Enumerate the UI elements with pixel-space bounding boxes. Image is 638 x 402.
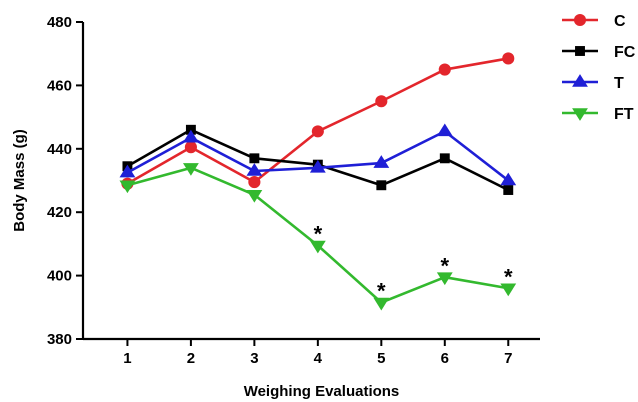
x-axis-title: Weighing Evaluations (244, 383, 400, 400)
legend-label: C (614, 13, 626, 30)
series-t (119, 123, 517, 186)
series-lines (119, 52, 517, 311)
data-point-fc (249, 153, 260, 164)
data-point-t (246, 163, 263, 176)
data-point-ft (436, 272, 453, 286)
data-point-c (184, 141, 197, 154)
y-tick-label: 480 (47, 14, 72, 31)
data-point-t (309, 159, 326, 173)
data-point-t (182, 129, 199, 143)
data-point-fc (439, 153, 450, 164)
y-axis-title: Body Mass (g) (11, 129, 28, 232)
legend-label: FT (614, 106, 634, 123)
data-point-t (500, 172, 517, 186)
data-point-ft (246, 190, 263, 203)
data-point-ft (119, 180, 136, 194)
data-point-ft (373, 297, 390, 311)
data-point-t (119, 164, 136, 178)
legend-label: T (614, 75, 624, 92)
data-point-fc (503, 185, 514, 195)
legend-marker (575, 46, 585, 56)
x-tick-label: 1 (123, 350, 131, 367)
legend-marker (573, 13, 587, 27)
significance-asterisk: * (504, 264, 513, 289)
x-tick-label: 7 (504, 350, 512, 367)
y-tick-label: 440 (47, 141, 72, 158)
legend-item-fc: FC (562, 44, 636, 61)
series-ft (119, 163, 517, 311)
y-tick-label: 420 (47, 204, 72, 221)
significance-asterisk: * (377, 279, 386, 304)
data-point-t (373, 155, 390, 168)
legend-item-t: T (562, 74, 624, 92)
data-point-c (502, 52, 515, 65)
significance-asterisk: * (314, 222, 323, 247)
data-point-c (375, 95, 388, 108)
data-point-ft (182, 163, 199, 176)
significance-asterisk: * (441, 253, 450, 278)
y-tick-label: 400 (47, 268, 72, 285)
series-line-t (126, 130, 510, 182)
legend: C FC T FT (562, 13, 636, 123)
x-tick-label: 3 (250, 350, 258, 367)
data-point-c (438, 63, 451, 76)
x-tick-label: 2 (187, 350, 195, 367)
data-point-ft (500, 283, 517, 297)
y-tick-label: 380 (47, 331, 72, 348)
x-tick-label: 6 (441, 350, 449, 367)
data-point-fc (376, 180, 387, 191)
x-tick-label: 4 (314, 350, 323, 367)
legend-marker (572, 74, 588, 87)
y-tick-label: 460 (47, 77, 72, 94)
significance-annotations: * * * * (314, 222, 513, 304)
legend-item-ft: FT (562, 106, 634, 123)
data-point-fc (185, 124, 196, 135)
data-point-t (436, 123, 453, 137)
axes: 380 400 420 440 460 480 1 2 3 4 5 6 7 Weighing Evalua… (11, 14, 540, 400)
legend-label: FC (614, 44, 636, 61)
legend-item-c: C (562, 13, 626, 30)
legend-marker (572, 108, 588, 121)
x-tick-label: 5 (377, 350, 385, 367)
data-point-c (248, 176, 261, 189)
data-point-c (311, 125, 324, 138)
data-point-ft (309, 240, 326, 254)
